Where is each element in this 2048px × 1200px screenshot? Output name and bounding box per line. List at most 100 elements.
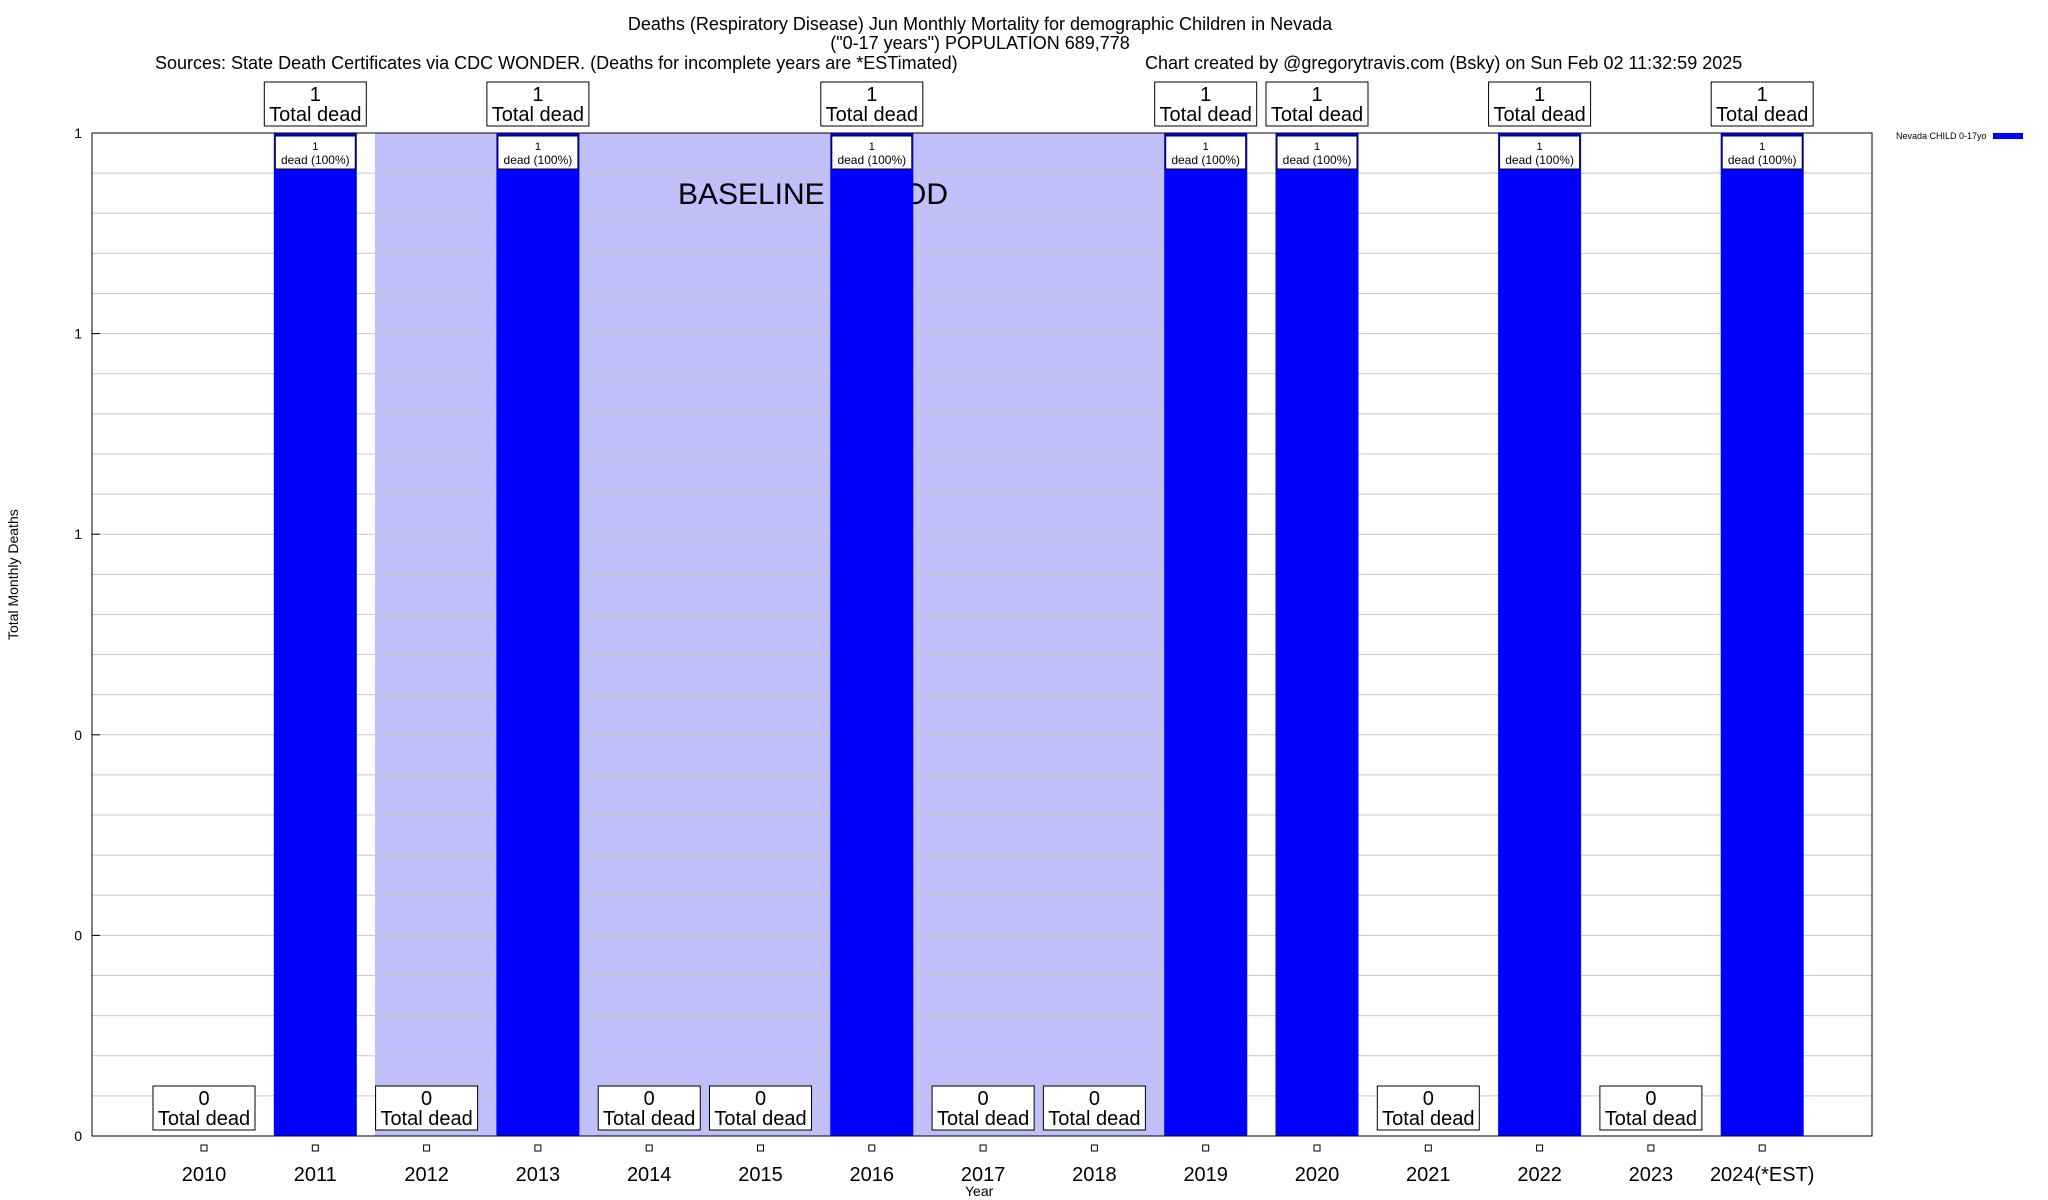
total-dead-box xyxy=(375,1085,479,1131)
chart-title-line2: ("0-17 years") POPULATION 689,778 xyxy=(830,33,1130,53)
chart-title-line1: Deaths (Respiratory Disease) Jun Monthly… xyxy=(627,14,1333,34)
total-dead-label: Total dead xyxy=(1160,104,1252,126)
bar-inner-label-text: dead (100%) xyxy=(837,153,906,167)
total-dead-value: 1 xyxy=(532,84,543,106)
x-tick-marker xyxy=(311,1144,319,1152)
bar-inner-label-box xyxy=(1165,135,1247,170)
total-dead-value: 0 xyxy=(1423,1088,1434,1110)
bar-inner-label-text: dead (100%) xyxy=(1283,153,1352,167)
bar-2024(*EST) xyxy=(1720,133,1804,1136)
total-dead-value: 1 xyxy=(1534,84,1545,106)
x-tick-label: 2020 xyxy=(1295,1164,1340,1186)
x-tick-label: 2021 xyxy=(1406,1164,1451,1186)
total-dead-box xyxy=(1042,1085,1146,1131)
x-tick-marker xyxy=(1647,1144,1655,1152)
bar-inner-label-value: 1 xyxy=(1203,141,1209,153)
total-dead-box xyxy=(931,1085,1035,1131)
bar-inner-label-value: 1 xyxy=(535,141,541,153)
total-dead-label: Total dead xyxy=(937,1108,1029,1130)
x-tick-label: 2017 xyxy=(961,1164,1006,1186)
total-dead-value: 0 xyxy=(421,1088,432,1110)
x-tick-label: 2011 xyxy=(294,1164,337,1186)
bar-inner-label-value: 1 xyxy=(1759,141,1765,153)
y-axis-label: Total Monthly Deaths xyxy=(5,509,21,640)
x-tick-marker xyxy=(200,1144,208,1152)
x-tick-marker xyxy=(1090,1144,1098,1152)
total-dead-box xyxy=(1599,1085,1703,1131)
total-dead-label: Total dead xyxy=(492,104,584,126)
total-dead-label: Total dead xyxy=(1271,104,1363,126)
total-dead-value: 0 xyxy=(755,1088,766,1110)
bar-2020 xyxy=(1275,133,1359,1136)
total-dead-box xyxy=(263,81,367,127)
x-tick-marker xyxy=(757,1144,764,1152)
bar-inner-label-text: dead (100%) xyxy=(504,153,573,167)
x-tick-label: 2023 xyxy=(1629,1164,1674,1186)
total-dead-label: Total dead xyxy=(1716,104,1808,126)
total-dead-label: Total dead xyxy=(158,1108,250,1130)
chart-credit: Chart created by @gregorytravis.com (Bsk… xyxy=(1145,53,1743,73)
x-tick-marker xyxy=(534,1144,542,1152)
x-axis-label: Year xyxy=(965,1183,994,1199)
total-dead-label: Total dead xyxy=(714,1108,806,1130)
y-tick-label: 1 xyxy=(74,125,82,141)
bar-inner-label-value: 1 xyxy=(312,141,318,153)
y-tick-label: 1 xyxy=(74,326,82,342)
legend-swatch xyxy=(1992,133,2023,139)
y-tick-label: 0 xyxy=(74,727,82,743)
bar-2016 xyxy=(830,133,914,1136)
total-dead-box xyxy=(486,81,590,127)
bar-2013 xyxy=(496,133,580,1136)
bar-2022 xyxy=(1498,133,1582,1136)
x-tick-marker xyxy=(979,1144,987,1152)
bar-inner-label-text: dead (100%) xyxy=(281,153,350,167)
legend-label: Nevada CHILD 0-17yo xyxy=(1896,131,1987,141)
x-tick-marker xyxy=(1758,1144,1766,1152)
plot-frame xyxy=(91,132,1873,1137)
total-dead-box xyxy=(152,1085,256,1131)
y-tick-label: 0 xyxy=(74,927,82,943)
total-dead-value: 1 xyxy=(310,84,321,106)
total-dead-label: Total dead xyxy=(603,1108,695,1130)
total-dead-box xyxy=(597,1085,701,1131)
bar-inner-label-value: 1 xyxy=(1537,141,1543,153)
x-tick-marker xyxy=(645,1144,653,1152)
x-tick-marker xyxy=(1424,1144,1432,1152)
total-dead-value: 1 xyxy=(1757,84,1768,106)
bar-inner-label-box xyxy=(1721,135,1803,170)
y-tick-label: 0 xyxy=(74,1128,82,1144)
x-tick-label: 2016 xyxy=(850,1164,895,1186)
x-tick-label: 2018 xyxy=(1072,1164,1117,1186)
x-tick-marker xyxy=(1202,1144,1210,1152)
total-dead-box xyxy=(709,1085,812,1131)
total-dead-label: Total dead xyxy=(269,104,361,126)
x-tick-marker xyxy=(423,1144,431,1152)
x-tick-label: 2013 xyxy=(516,1164,561,1186)
total-dead-value: 1 xyxy=(866,84,877,106)
total-dead-label: Total dead xyxy=(1493,104,1585,126)
bar-inner-label-box xyxy=(1276,135,1358,170)
total-dead-box xyxy=(1710,81,1814,127)
total-dead-box xyxy=(820,81,924,127)
bar-inner-label-box xyxy=(497,135,579,170)
x-tick-marker xyxy=(868,1144,876,1152)
bar-inner-label-text: dead (100%) xyxy=(1505,153,1574,167)
x-tick-label: 2019 xyxy=(1183,1164,1228,1186)
bar-inner-label-box xyxy=(831,135,913,170)
bar-inner-label-box xyxy=(1499,135,1581,170)
bar-2011 xyxy=(273,133,357,1136)
x-tick-label: 2014 xyxy=(627,1164,672,1186)
legend: Nevada CHILD 0-17yo xyxy=(1896,131,2023,141)
total-dead-value: 0 xyxy=(198,1088,209,1110)
total-dead-value: 0 xyxy=(1089,1088,1100,1110)
total-dead-value: 1 xyxy=(1200,84,1211,106)
x-tick-label: 2010 xyxy=(182,1164,227,1186)
bar-inner-label-value: 1 xyxy=(1314,141,1320,153)
bar-inner-label-text: dead (100%) xyxy=(1171,153,1240,167)
total-dead-value: 0 xyxy=(978,1088,989,1110)
total-dead-box xyxy=(1376,1085,1480,1131)
total-dead-box xyxy=(1154,81,1258,127)
x-tick-marker xyxy=(1536,1144,1544,1152)
total-dead-value: 1 xyxy=(1311,84,1322,106)
